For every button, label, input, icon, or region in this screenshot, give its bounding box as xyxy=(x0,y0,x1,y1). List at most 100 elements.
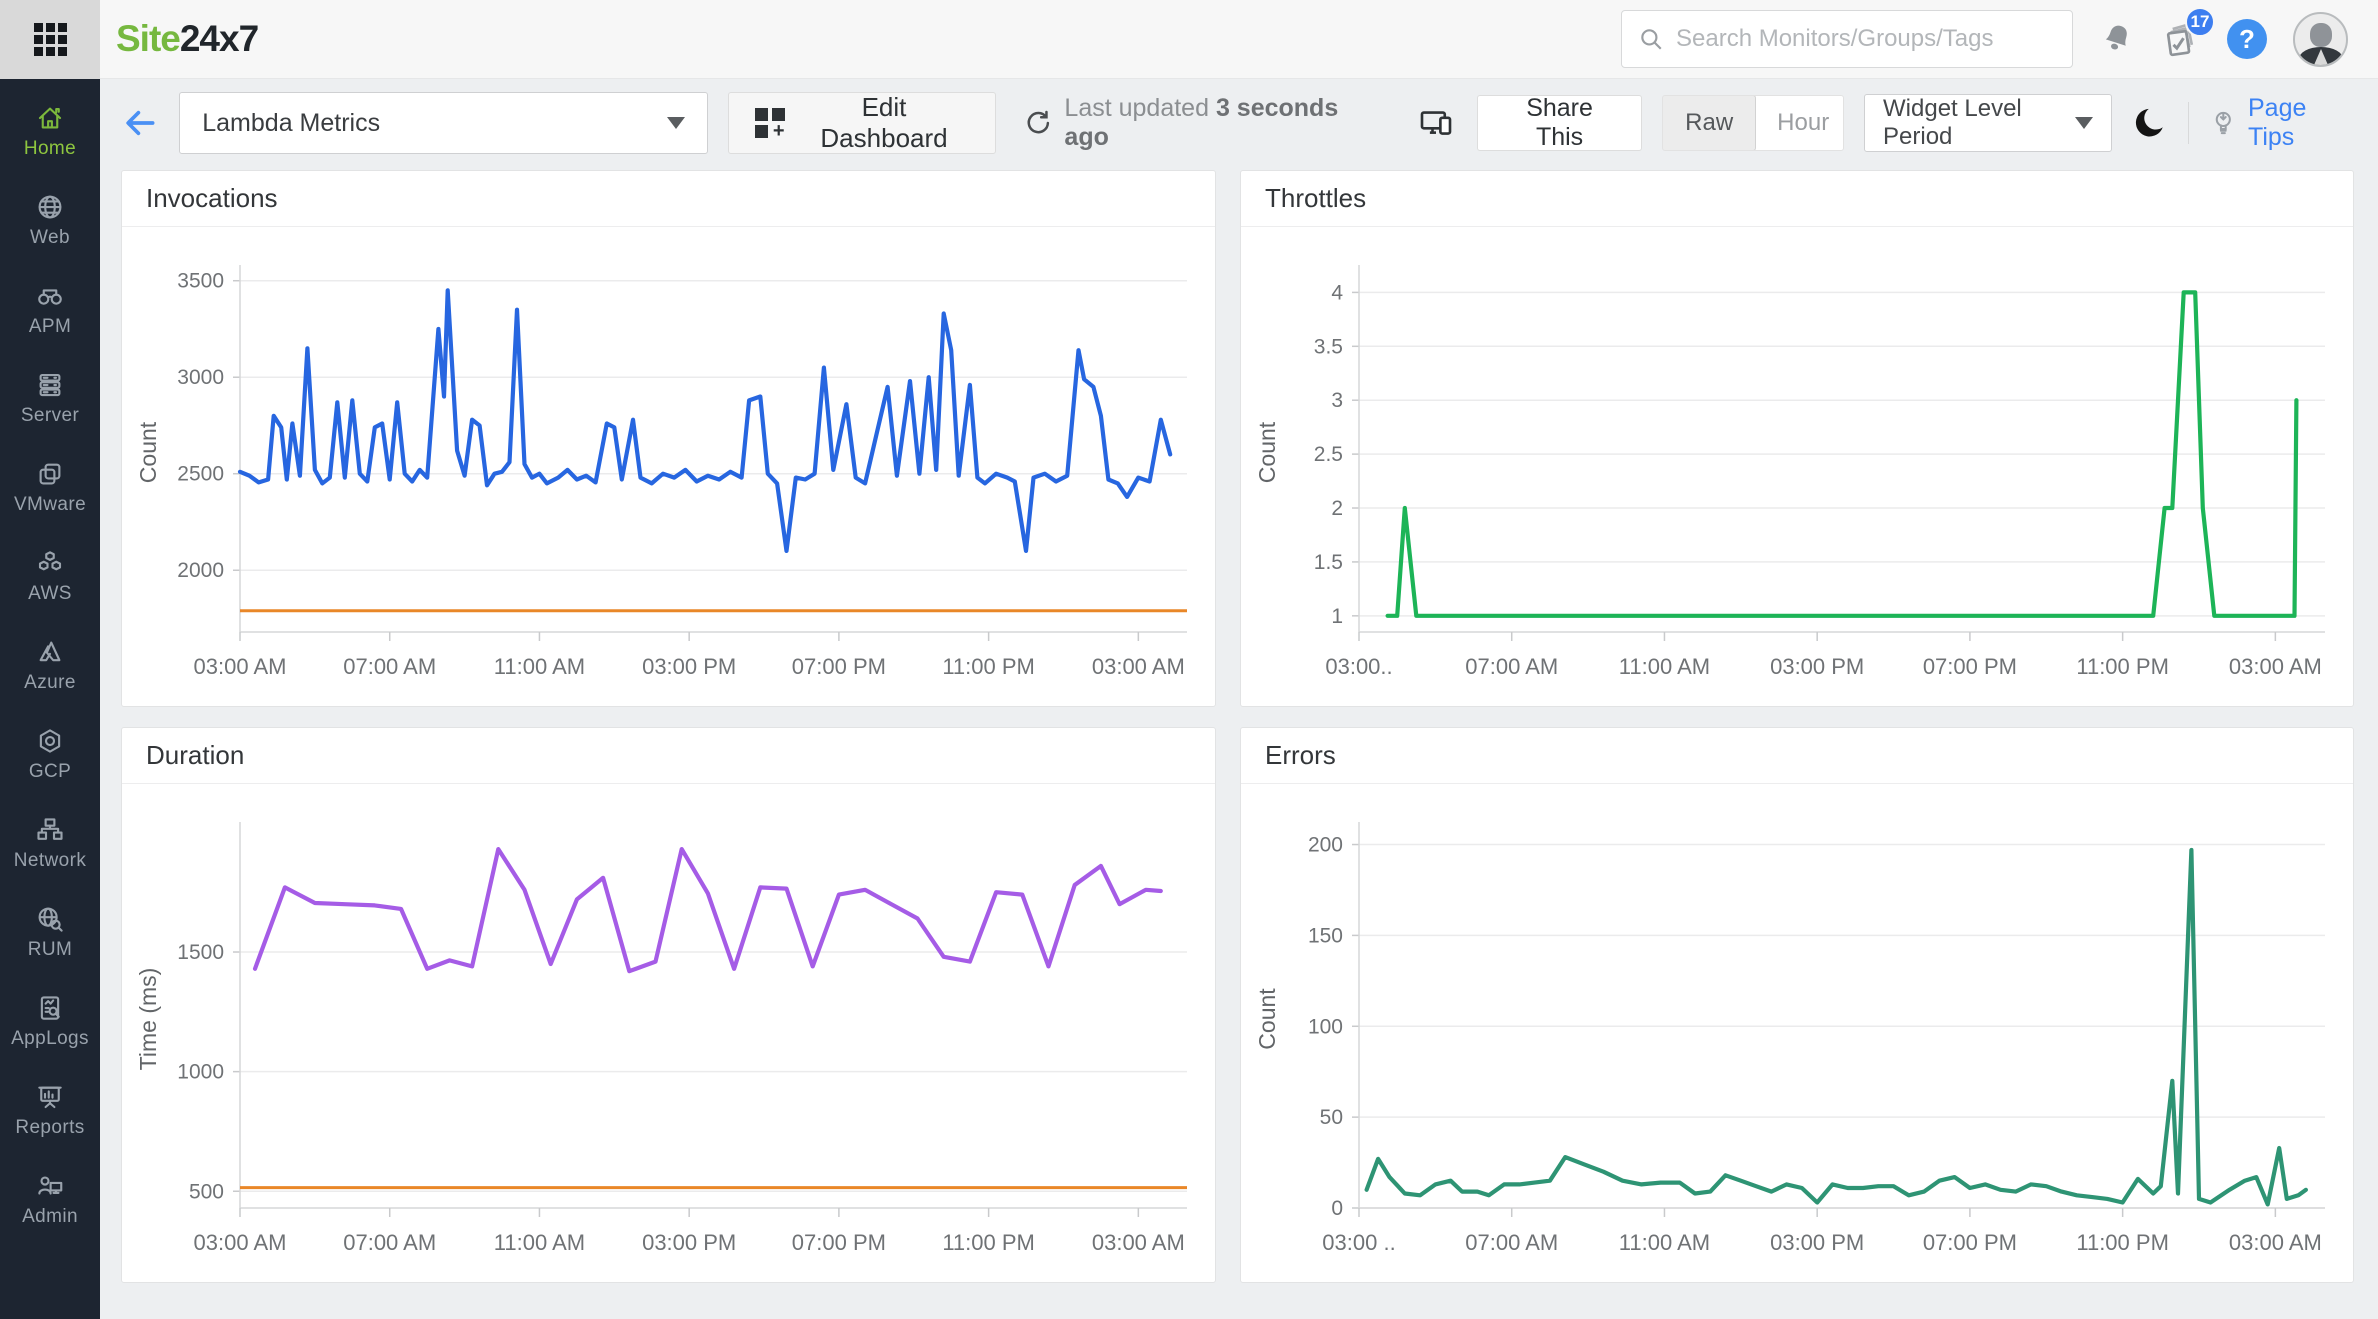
svg-text:11:00 AM: 11:00 AM xyxy=(494,654,585,679)
notification-badge: 17 xyxy=(2185,7,2215,37)
widget-level-period-select[interactable]: Widget Level Period xyxy=(1864,94,2113,152)
svg-text:03:00 AM: 03:00 AM xyxy=(194,654,287,679)
dashboard-content: Invocations 2000 2500 3000 3500 03:00 AM 07:0… xyxy=(100,167,2378,1283)
throttles-chart[interactable]: 1 1.5 2 2.5 3 3.5 4 03:00.. 07:00 AM 11:00 AM 03:0… xyxy=(1241,227,2353,706)
refresh-icon[interactable] xyxy=(1024,108,1053,138)
svg-text:150: 150 xyxy=(1308,924,1343,947)
sidebar-item-label: Home xyxy=(23,138,77,159)
svg-text:07:00 AM: 07:00 AM xyxy=(1465,1230,1558,1255)
svg-text:3500: 3500 xyxy=(177,270,224,293)
sidebar-item-rum[interactable]: RUM xyxy=(0,888,100,977)
widget-title: Invocations xyxy=(146,183,278,213)
widget-title: Errors xyxy=(1265,740,1336,770)
sidebar-item-label: Azure xyxy=(24,672,76,693)
svg-text:03:00 PM: 03:00 PM xyxy=(642,1230,736,1255)
sidebar-item-label: Web xyxy=(30,227,70,248)
widget-throttles: Throttles 1 1.5 2 2.5 3 3.5 4 03:00.. 07:00 AM 11… xyxy=(1240,170,2354,707)
svg-text:03:00 ..: 03:00 .. xyxy=(1322,1230,1395,1255)
svg-text:03:00 AM: 03:00 AM xyxy=(1092,654,1185,679)
invocations-chart[interactable]: 2000 2500 3000 3500 03:00 AM 07:00 AM 11:00 AM… xyxy=(122,227,1215,706)
sidebar-item-reports[interactable]: Reports xyxy=(0,1066,100,1155)
svg-text:03:00 AM: 03:00 AM xyxy=(2229,654,2322,679)
sidebar-item-home[interactable]: Home xyxy=(0,87,100,176)
user-avatar[interactable] xyxy=(2293,11,2348,67)
alerts-bell-button[interactable] xyxy=(2099,21,2135,57)
page-tips-link[interactable]: Page Tips xyxy=(2209,94,2354,152)
svg-text:11:00 AM: 11:00 AM xyxy=(1619,1230,1710,1255)
bulb-icon xyxy=(2216,111,2232,135)
devices-view-button[interactable] xyxy=(1415,102,1457,144)
dashboard-select-value: Lambda Metrics xyxy=(202,108,381,137)
svg-text:07:00 PM: 07:00 PM xyxy=(1923,654,2017,679)
admin-icon xyxy=(38,1176,63,1195)
edit-dashboard-icon: + xyxy=(755,108,786,141)
globe-icon xyxy=(38,195,62,219)
widget-duration: Duration 500 1000 1500 03:00 AM 07:00 AM 11:0… xyxy=(121,727,1216,1283)
duration-chart[interactable]: 500 1000 1500 03:00 AM 07:00 AM 11:00 AM 03:00… xyxy=(122,784,1215,1282)
svg-text:3.5: 3.5 xyxy=(1314,335,1343,358)
svg-text:07:00 PM: 07:00 PM xyxy=(1923,1230,2017,1255)
sidebar-item-admin[interactable]: Admin xyxy=(0,1155,100,1244)
svg-text:100: 100 xyxy=(1308,1015,1343,1038)
svg-text:03:00 AM: 03:00 AM xyxy=(2229,1230,2322,1255)
svg-text:03:00 AM: 03:00 AM xyxy=(194,1230,287,1255)
granularity-hour[interactable]: Hour xyxy=(1777,109,1830,136)
svg-text:500: 500 xyxy=(189,1180,224,1203)
tasks-icon xyxy=(2166,23,2194,57)
sidebar-item-apm[interactable]: APM xyxy=(0,265,100,354)
edit-dashboard-label: Edit Dashboard xyxy=(820,92,948,153)
vmware-icon xyxy=(39,463,61,485)
dark-mode-button[interactable] xyxy=(2132,105,2168,141)
sidebar-item-aws[interactable]: AWS xyxy=(0,532,100,621)
sidebar-item-vmware[interactable]: VMware xyxy=(0,443,100,532)
share-this-button[interactable]: Share This xyxy=(1476,94,1643,151)
svg-text:1: 1 xyxy=(1331,605,1343,628)
edit-dashboard-button[interactable]: + Edit Dashboard xyxy=(728,92,996,154)
errors-chart[interactable]: 0 50 100 150 200 03:00 .. 07:00 AM 11:00 AM 03:0… xyxy=(1241,784,2353,1282)
search-input[interactable] xyxy=(1676,25,2056,53)
sidebar-item-applogs[interactable]: AppLogs xyxy=(0,977,100,1066)
sidebar-item-azure[interactable]: Azure xyxy=(0,621,100,710)
back-button[interactable] xyxy=(121,103,159,143)
granularity-toggle: Raw Hour xyxy=(1662,95,1845,151)
dashboard-select[interactable]: Lambda Metrics xyxy=(179,92,709,154)
dashboard-toolbar: Lambda Metrics + Edit Dashboard Last upd… xyxy=(100,79,2378,167)
svg-text:11:00 AM: 11:00 AM xyxy=(494,1230,585,1255)
sidebar-item-label: Server xyxy=(20,405,80,426)
svg-text:Count: Count xyxy=(1254,421,1280,483)
sidebar-item-label: RUM xyxy=(27,939,73,960)
search-box[interactable] xyxy=(1621,10,2073,68)
chevron-down-icon xyxy=(667,117,686,129)
svg-text:2000: 2000 xyxy=(177,559,224,582)
svg-text:Count: Count xyxy=(135,421,161,483)
svg-text:11:00 PM: 11:00 PM xyxy=(942,1230,1035,1255)
svg-text:1000: 1000 xyxy=(177,1061,224,1084)
widget-invocations: Invocations 2000 2500 3000 3500 03:00 AM 07:0… xyxy=(121,170,1216,707)
svg-text:3: 3 xyxy=(1331,389,1343,412)
sidebar-item-server[interactable]: Server xyxy=(0,354,100,443)
help-button[interactable]: ? xyxy=(2227,19,2267,59)
sidebar-item-label: AWS xyxy=(28,583,72,604)
sidebar-item-web[interactable]: Web xyxy=(0,176,100,265)
grid-icon xyxy=(33,23,67,56)
site24x7-logo[interactable]: Site24x7 xyxy=(116,18,259,59)
avatar-collar xyxy=(2313,48,2328,65)
sidebar-item-network[interactable]: Network xyxy=(0,799,100,888)
page-tips-label: Page Tips xyxy=(2248,94,2307,151)
widget-header: Invocations xyxy=(122,171,1215,227)
network-icon xyxy=(37,818,63,840)
svg-text:4: 4 xyxy=(1331,281,1343,304)
tasks-button[interactable]: 17 xyxy=(2161,7,2215,59)
sidebar-item-label: Network xyxy=(13,850,87,871)
svg-text:200: 200 xyxy=(1308,834,1343,857)
svg-text:03:00 PM: 03:00 PM xyxy=(1770,654,1864,679)
granularity-raw[interactable]: Raw xyxy=(1663,96,1757,150)
last-updated: Last updated 3 seconds ago xyxy=(1024,94,1375,152)
rum-globe-search-icon xyxy=(38,907,63,932)
bell-icon xyxy=(2105,25,2127,50)
widget-title: Duration xyxy=(146,740,245,770)
sidebar-item-gcp[interactable]: GCP xyxy=(0,710,100,799)
app-launcher-button[interactable] xyxy=(0,0,100,79)
